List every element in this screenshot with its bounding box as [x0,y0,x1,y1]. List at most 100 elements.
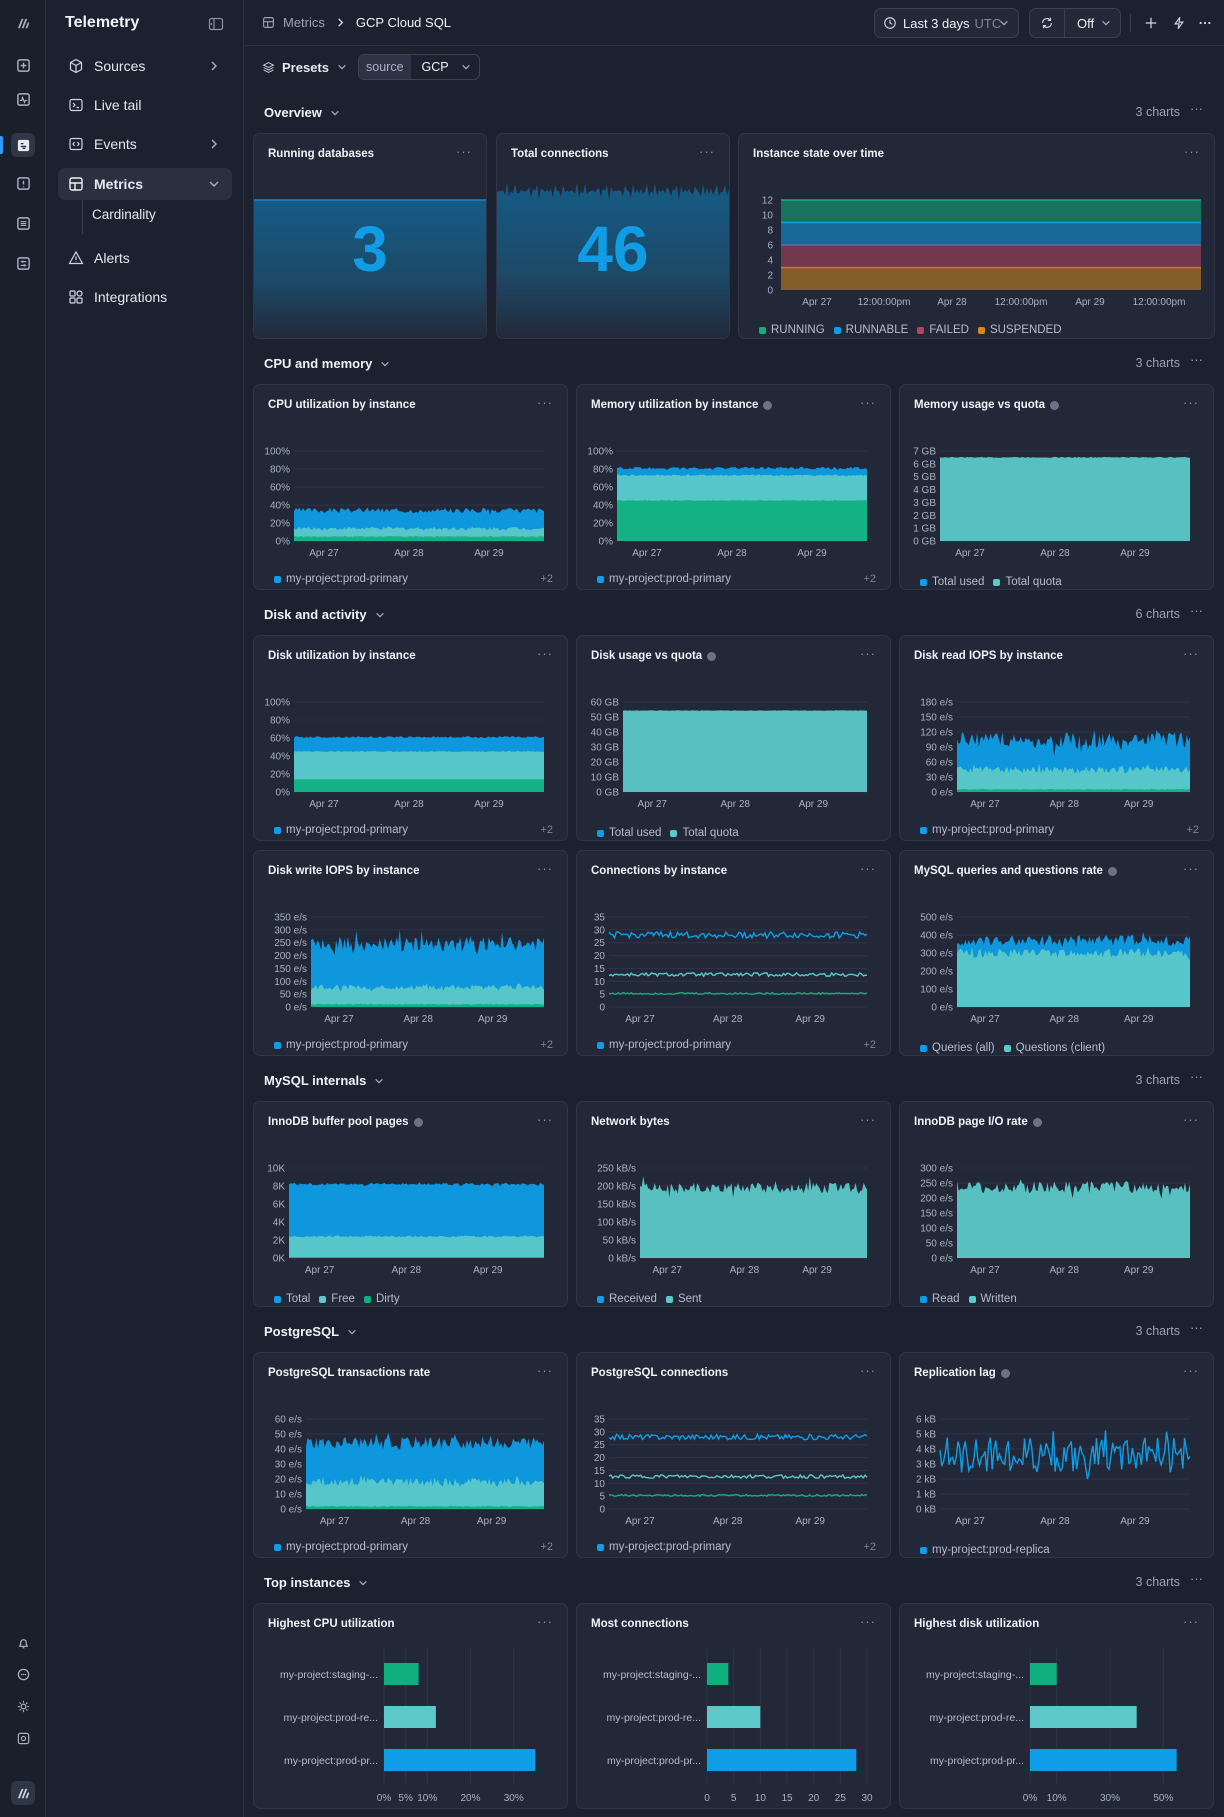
legend-more-count[interactable]: +2 [540,824,553,836]
sidebar-collapse-icon[interactable] [208,16,224,32]
more-icon[interactable] [1198,16,1212,30]
breadcrumb-root[interactable]: Metrics [283,15,325,30]
legend-item[interactable]: RUNNABLE [833,324,908,336]
logs-icon[interactable] [11,211,35,235]
chart-menu-icon[interactable]: ··· [1183,1614,1199,1629]
info-icon[interactable] [413,1117,423,1127]
chart-menu-icon[interactable]: ··· [537,1363,553,1378]
legend-more-count[interactable]: +2 [540,1541,553,1553]
sidebar-item-metrics[interactable]: Metrics [58,168,232,200]
legend-item[interactable]: Total used [597,827,661,839]
help-icon[interactable] [11,1726,35,1750]
legend-item[interactable]: Written [968,1293,1017,1305]
chart-menu-icon[interactable]: ··· [1183,1363,1199,1378]
chart-menu-icon[interactable]: ··· [537,1614,553,1629]
sidebar-item-events[interactable]: Events [58,128,232,160]
info-icon[interactable] [1032,1117,1042,1127]
info-icon[interactable] [763,400,773,410]
chart-menu-icon[interactable]: ··· [860,1112,876,1127]
sidebar-item-integrations[interactable]: Integrations [58,281,232,313]
incident-icon[interactable] [11,171,35,195]
legend-more-count[interactable]: +2 [540,1039,553,1051]
section-menu-icon[interactable]: ··· [1190,101,1203,116]
chart-menu-icon[interactable]: ··· [456,144,472,159]
legend-more-count[interactable]: +2 [863,1039,876,1051]
sidebar-subitem-cardinality[interactable]: Cardinality [92,207,156,222]
legend-item[interactable]: Queries (all) [920,1042,995,1054]
section-header[interactable]: CPU and memory [264,356,390,371]
section-menu-icon[interactable]: ··· [1190,603,1203,618]
section-menu-icon[interactable]: ··· [1190,1571,1203,1586]
lightning-icon[interactable] [1172,16,1186,30]
settings-sliders-icon[interactable] [11,251,35,275]
legend-item[interactable]: Total [274,1293,310,1305]
chart-menu-icon[interactable]: ··· [537,395,553,410]
section-header[interactable]: PostgreSQL [264,1324,357,1339]
section-header[interactable]: MySQL internals [264,1073,384,1088]
bar[interactable] [1030,1706,1137,1728]
chart-menu-icon[interactable]: ··· [1183,861,1199,876]
bar[interactable] [384,1663,419,1685]
legend-item[interactable]: SUSPENDED [977,324,1062,336]
chart-menu-icon[interactable]: ··· [537,861,553,876]
legend-item[interactable]: Sent [665,1293,702,1305]
legend-item[interactable]: my-project:prod-primary [274,1039,408,1051]
legend-item[interactable]: Free [319,1293,355,1305]
legend-item[interactable]: my-project:prod-primary [920,824,1054,836]
legend-item[interactable]: Total quota [993,576,1062,588]
bar[interactable] [1030,1749,1177,1771]
bar[interactable] [384,1749,536,1771]
legend-item[interactable]: my-project:prod-primary [597,1039,731,1051]
bar[interactable] [707,1706,761,1728]
sidebar-item-live-tail[interactable]: Live tail [58,89,232,121]
sidebar-item-sources[interactable]: Sources [58,50,232,82]
legend-item[interactable]: my-project:prod-primary [597,573,731,585]
presets-button[interactable]: Presets [262,54,347,80]
section-header[interactable]: Disk and activity [264,607,385,622]
chart-menu-icon[interactable]: ··· [860,1614,876,1629]
legend-item[interactable]: Total used [920,576,984,588]
chart-menu-icon[interactable]: ··· [699,144,715,159]
chart-menu-icon[interactable]: ··· [860,1363,876,1378]
section-header[interactable]: Overview [264,105,340,120]
chart-menu-icon[interactable]: ··· [537,646,553,661]
chart-menu-icon[interactable]: ··· [1183,1112,1199,1127]
refresh-button[interactable] [1029,8,1065,38]
bar[interactable] [707,1663,729,1685]
chart-menu-icon[interactable]: ··· [1183,395,1199,410]
chart-menu-icon[interactable]: ··· [1184,144,1200,159]
legend-item[interactable]: my-project:prod-replica [920,1544,1050,1556]
workspace-avatar-icon[interactable] [11,1781,35,1805]
legend-item[interactable]: my-project:prod-primary [597,1541,731,1553]
legend-item[interactable]: Questions (client) [1003,1042,1105,1054]
section-menu-icon[interactable]: ··· [1190,1320,1203,1335]
chat-icon[interactable] [11,1662,35,1686]
section-menu-icon[interactable]: ··· [1190,352,1203,367]
legend-item[interactable]: Dirty [363,1293,400,1305]
legend-more-count[interactable]: +2 [863,1541,876,1553]
sidebar-item-alerts[interactable]: Alerts [58,242,232,274]
legend-item[interactable]: Read [920,1293,960,1305]
legend-item[interactable]: Received [597,1293,657,1305]
bell-icon[interactable] [11,1631,35,1655]
bar[interactable] [707,1749,857,1771]
chart-menu-icon[interactable]: ··· [860,861,876,876]
chart-menu-icon[interactable]: ··· [860,646,876,661]
app-logo-icon[interactable] [11,11,35,35]
info-icon[interactable] [1050,400,1060,410]
info-icon[interactable] [1000,1368,1010,1378]
legend-more-count[interactable]: +2 [540,573,553,585]
info-icon[interactable] [1107,866,1117,876]
auto-refresh-select[interactable]: Off [1064,8,1121,38]
legend-item[interactable]: RUNNING [759,324,825,336]
chart-menu-icon[interactable]: ··· [860,395,876,410]
bar[interactable] [1030,1663,1057,1685]
theme-sun-icon[interactable] [11,1694,35,1718]
bar[interactable] [384,1706,436,1728]
legend-item[interactable]: my-project:prod-primary [274,1541,408,1553]
legend-item[interactable]: my-project:prod-primary [274,573,408,585]
legend-item[interactable]: Total quota [670,827,739,839]
add-icon[interactable] [1144,16,1158,30]
legend-more-count[interactable]: +2 [863,573,876,585]
source-filter[interactable]: source GCP [358,54,480,80]
